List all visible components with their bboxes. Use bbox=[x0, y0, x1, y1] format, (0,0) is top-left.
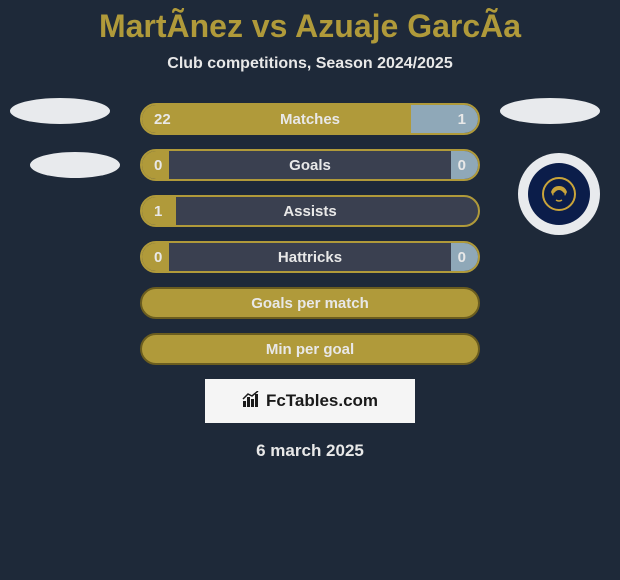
right-team-badges bbox=[500, 98, 600, 152]
stat-label: Goals per match bbox=[142, 289, 478, 317]
watermark: FcTables.com bbox=[205, 379, 415, 423]
stat-label: Goals bbox=[142, 151, 478, 179]
left-badge-1 bbox=[10, 98, 110, 124]
puma-icon bbox=[539, 174, 579, 214]
watermark-text: FcTables.com bbox=[266, 391, 378, 411]
stat-bar-row: 1Assists bbox=[140, 195, 480, 227]
team-logo-inner bbox=[528, 163, 590, 225]
stat-label: Min per goal bbox=[142, 335, 478, 363]
right-team-logo bbox=[518, 153, 600, 235]
stat-bar-row: Goals per match bbox=[140, 287, 480, 319]
stat-bar-row: 221Matches bbox=[140, 103, 480, 135]
stat-label: Hattricks bbox=[142, 243, 478, 271]
chart-icon bbox=[242, 391, 262, 412]
stat-label: Matches bbox=[142, 105, 478, 133]
page-title: MartÃ­nez vs Azuaje GarcÃ­a bbox=[0, 0, 620, 45]
stat-bar-row: 00Goals bbox=[140, 149, 480, 181]
left-team-badges bbox=[10, 98, 120, 206]
left-badge-2 bbox=[30, 152, 120, 178]
right-badge-1 bbox=[500, 98, 600, 124]
date-label: 6 march 2025 bbox=[0, 441, 620, 461]
comparison-content: 221Matches 00Goals 1Assists 00Hattricks Goal… bbox=[0, 103, 620, 461]
stat-bar-row: 00Hattricks bbox=[140, 241, 480, 273]
stat-label: Assists bbox=[142, 197, 478, 225]
stat-bar-row: Min per goal bbox=[140, 333, 480, 365]
stat-bars: 221Matches 00Goals 1Assists 00Hattricks Goal… bbox=[140, 103, 480, 365]
subtitle: Club competitions, Season 2024/2025 bbox=[0, 55, 620, 73]
